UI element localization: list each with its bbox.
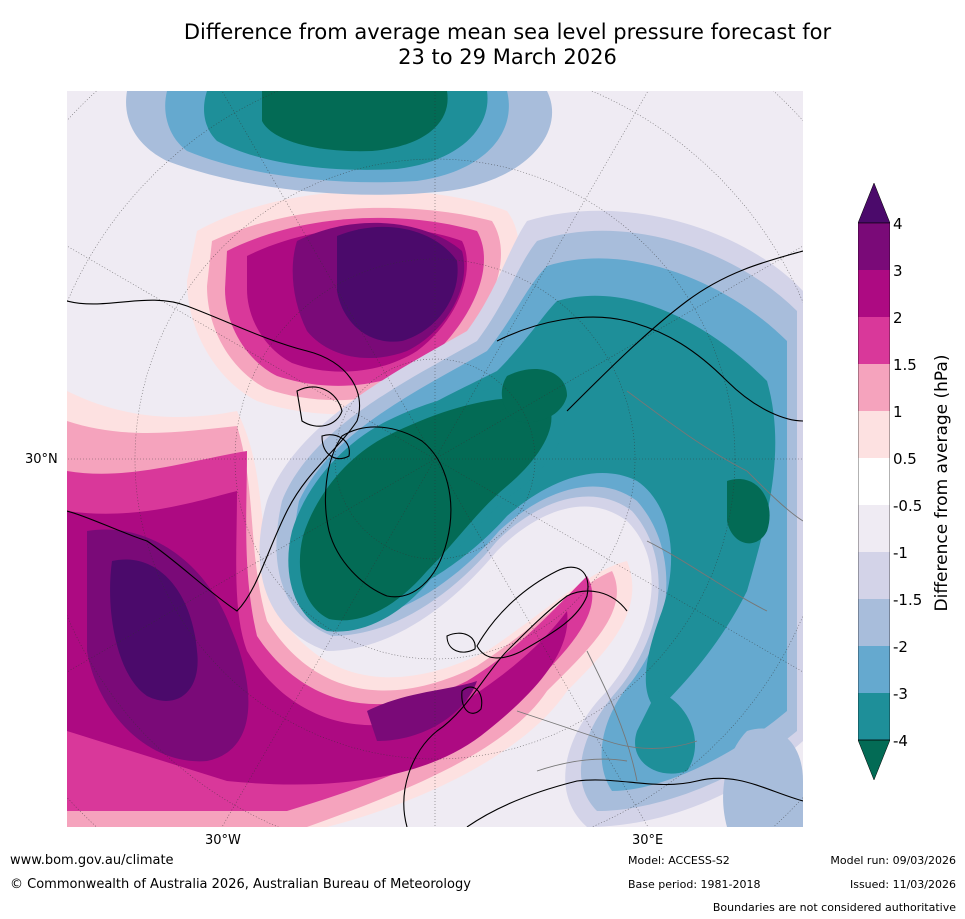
- colorbar-tick-minus-2: -2: [893, 638, 908, 656]
- title-line-2: 23 to 29 March 2026: [398, 45, 617, 69]
- scandinavia-coast: [476, 566, 589, 659]
- title-line-1: Difference from average mean sea level p…: [183, 20, 832, 44]
- colorbar-tick-4: 4: [893, 215, 903, 233]
- colorbar-tick-2: 2: [893, 309, 903, 327]
- colorbar-extend-high: [858, 183, 890, 224]
- website-link[interactable]: www.bom.gov.au/climate: [10, 853, 174, 868]
- colorbar-tick-0-5: 0.5: [893, 450, 917, 468]
- model-text: Model: ACCESS-S2: [628, 854, 730, 867]
- pressure-anomaly-map: [67, 91, 803, 827]
- longitude-label-30w: 30°W: [205, 833, 241, 848]
- colorbar-tick-minus-1: -1: [893, 544, 908, 562]
- colorbar-title: Difference from average (hPa): [932, 354, 952, 612]
- eurasia-arctic-coast: [566, 250, 803, 412]
- iceland: [446, 632, 476, 653]
- colorbar-tick-1-5: 1.5: [893, 356, 917, 374]
- base-period-text: Base period: 1981-2018: [628, 878, 761, 891]
- latitude-label-30n: 30°N: [25, 452, 58, 467]
- europe-coast: [403, 590, 628, 827]
- siberia-coast: [496, 316, 803, 422]
- copyright-text: © Commonwealth of Australia 2026, Austra…: [10, 877, 471, 892]
- model-run-text: Model run: 09/03/2026: [830, 854, 956, 867]
- colorbar-tick-1: 1: [893, 403, 903, 421]
- mediterranean-coast: [466, 777, 803, 827]
- colorbar-tick-minus-0-5: -0.5: [893, 497, 923, 515]
- colorbar-tick-minus-4: -4: [893, 732, 908, 750]
- canadian-archipelago: [296, 386, 350, 460]
- issued-text: Issued: 11/03/2026: [849, 878, 956, 891]
- colorbar: [858, 183, 890, 781]
- british-isles: [461, 686, 483, 714]
- greenland-coast: [324, 426, 452, 598]
- colorbar-tick-minus-1-5: -1.5: [893, 591, 923, 609]
- colorbar-tick-minus-3: -3: [893, 685, 908, 703]
- colorbar-tick-3: 3: [893, 262, 903, 280]
- chart-title: Difference from average mean sea level p…: [80, 20, 935, 70]
- colorbar-extend-low: [858, 739, 890, 781]
- longitude-label-30e: 30°E: [632, 833, 664, 848]
- disclaimer-text: Boundaries are not considered authoritat…: [712, 901, 956, 914]
- north-america-coast: [67, 299, 361, 612]
